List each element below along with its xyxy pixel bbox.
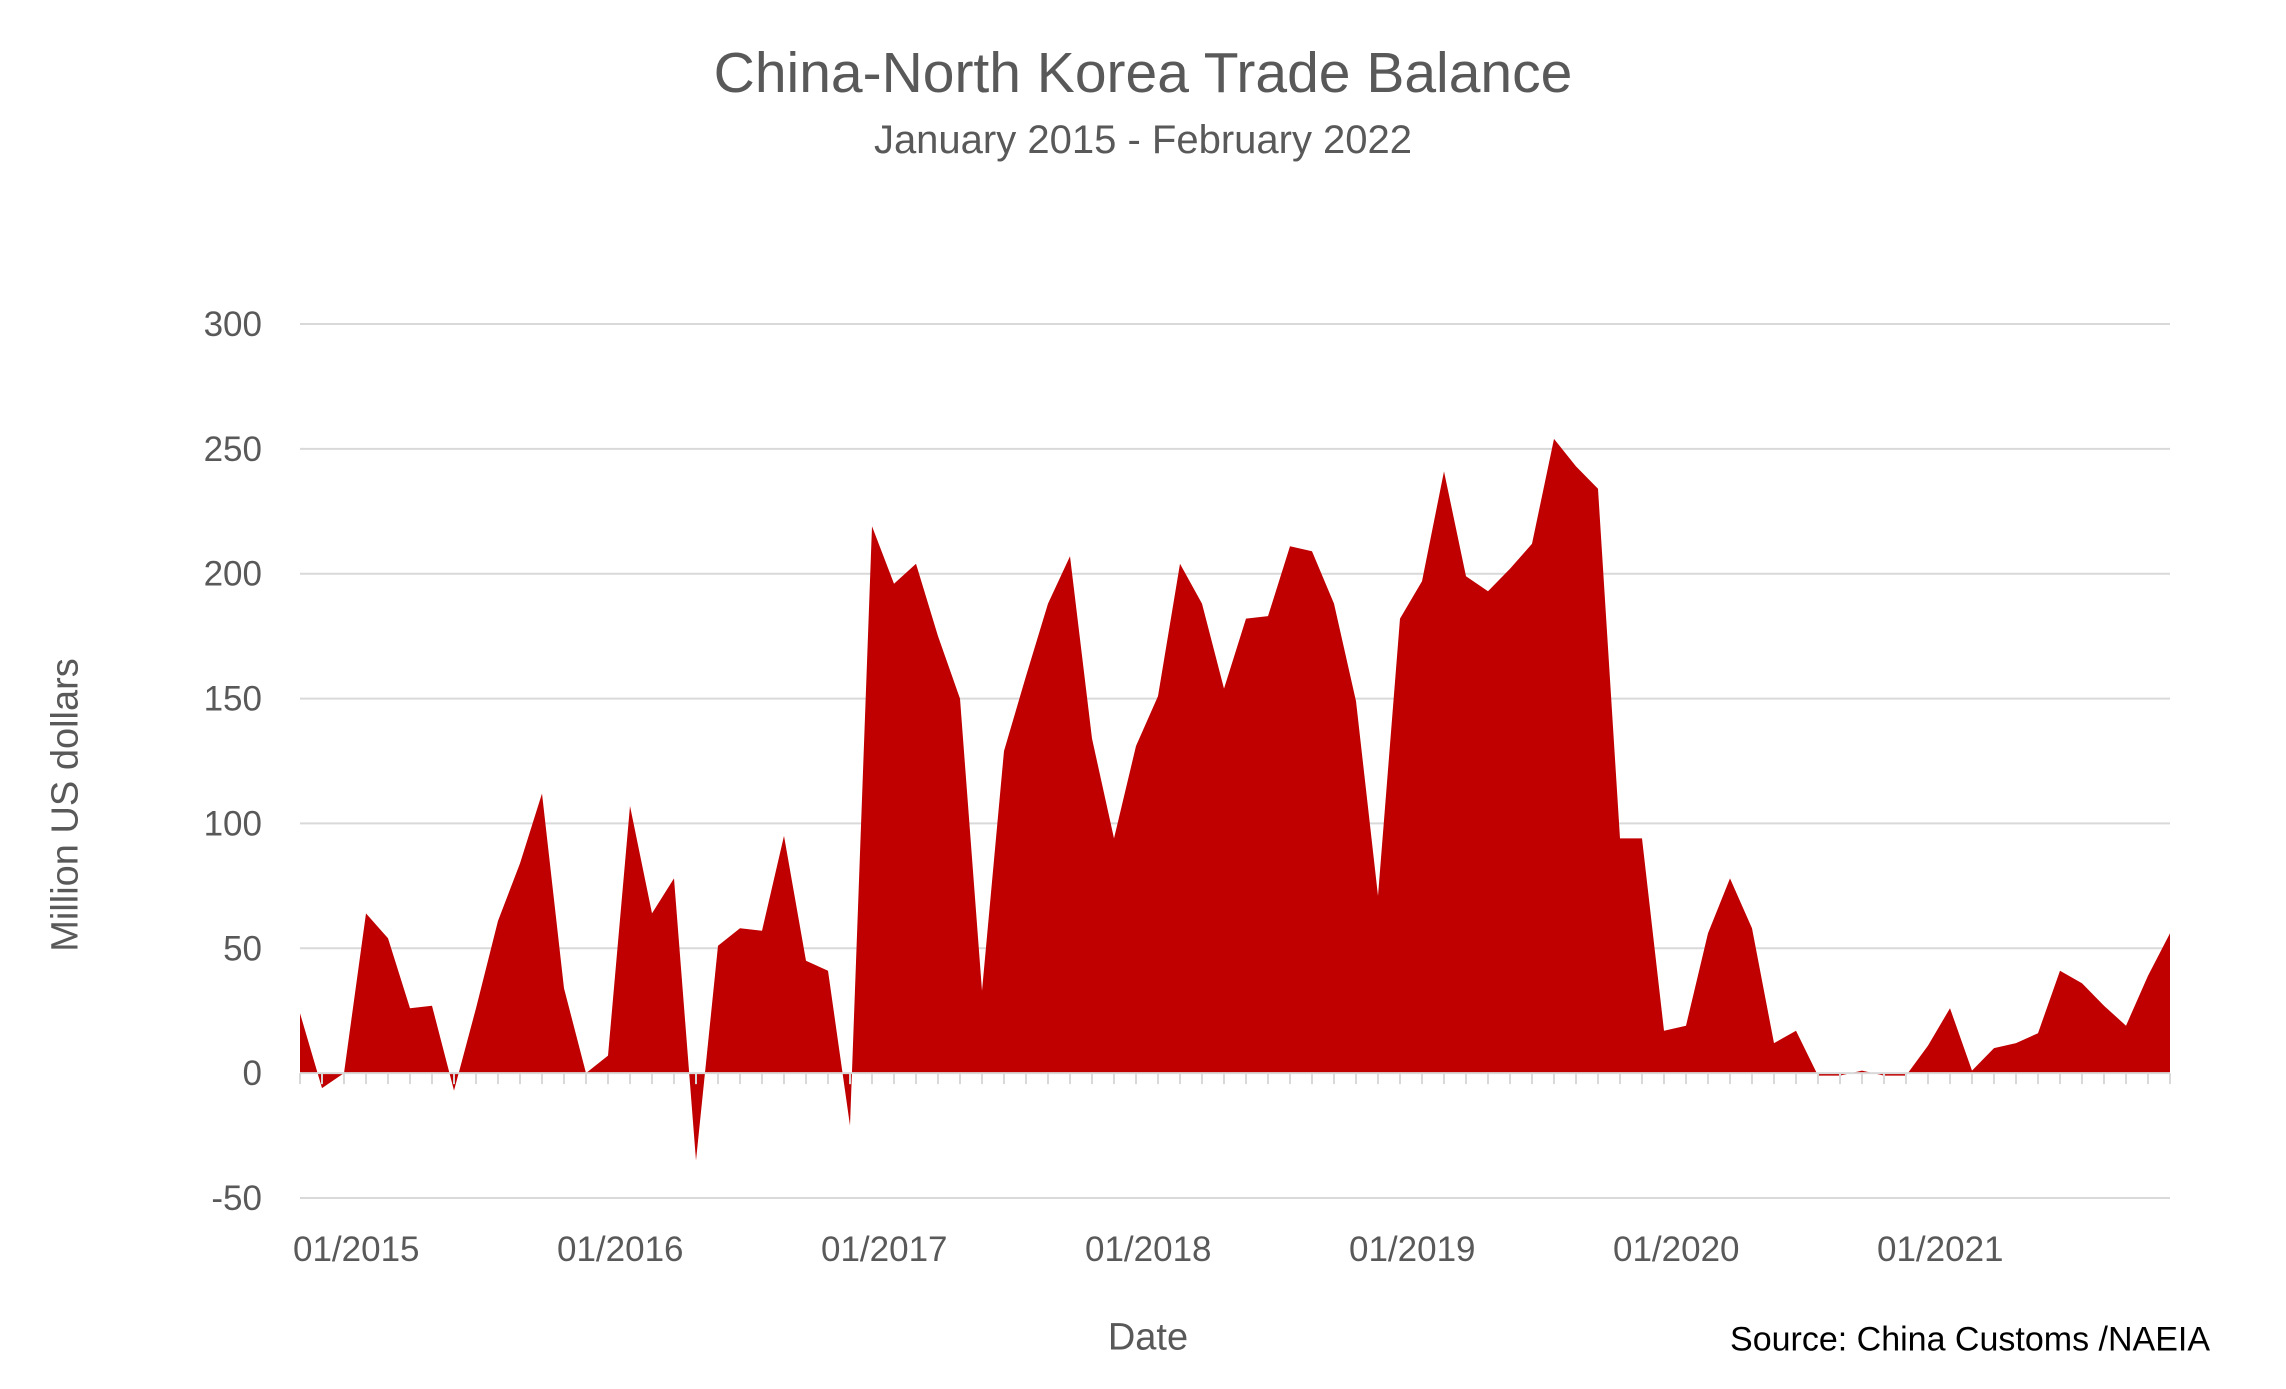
y-tick-labels: -50 0 50 100 150 200 250 300 [204, 305, 262, 1218]
source-note: Source: China Customs /NAEIA [1730, 1320, 2210, 1359]
x-tick-label: 01/2015 [293, 1230, 420, 1269]
y-tick-label: 50 [223, 929, 262, 968]
x-tick-label: 01/2017 [821, 1230, 948, 1269]
x-tick-label: 01/2020 [1613, 1230, 1740, 1269]
x-tick-label: 01/2019 [1349, 1230, 1476, 1269]
y-tick-label: -50 [211, 1179, 262, 1218]
x-tick-label: 01/2018 [1085, 1230, 1212, 1269]
y-tick-label: 100 [204, 804, 262, 843]
y-tick-label: 250 [204, 430, 262, 469]
x-axis-label: Date [1107, 1316, 1189, 1359]
y-tick-label: 0 [243, 1054, 262, 1093]
area-series [300, 438, 2170, 1161]
x-tick-label: 01/2016 [557, 1230, 684, 1269]
area-fill [300, 438, 2170, 1161]
y-tick-label: 150 [204, 680, 262, 719]
x-axis [299, 1072, 2171, 1085]
chart-subtitle: January 2015 - February 2022 [873, 118, 1413, 162]
y-tick-label: 300 [204, 305, 262, 344]
y-tick-label: 200 [204, 555, 262, 594]
chart-title: China-North Korea Trade Balance [713, 41, 1573, 105]
x-tick-labels: 01/2015 01/2016 01/2017 01/2018 01/2019 01/20… [293, 1230, 2004, 1269]
x-tick-label: 01/2021 [1877, 1230, 2004, 1269]
